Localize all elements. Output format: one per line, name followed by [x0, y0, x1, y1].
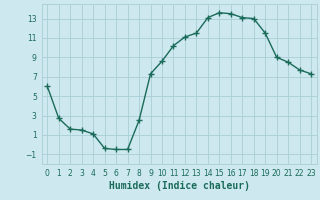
X-axis label: Humidex (Indice chaleur): Humidex (Indice chaleur) — [109, 181, 250, 191]
